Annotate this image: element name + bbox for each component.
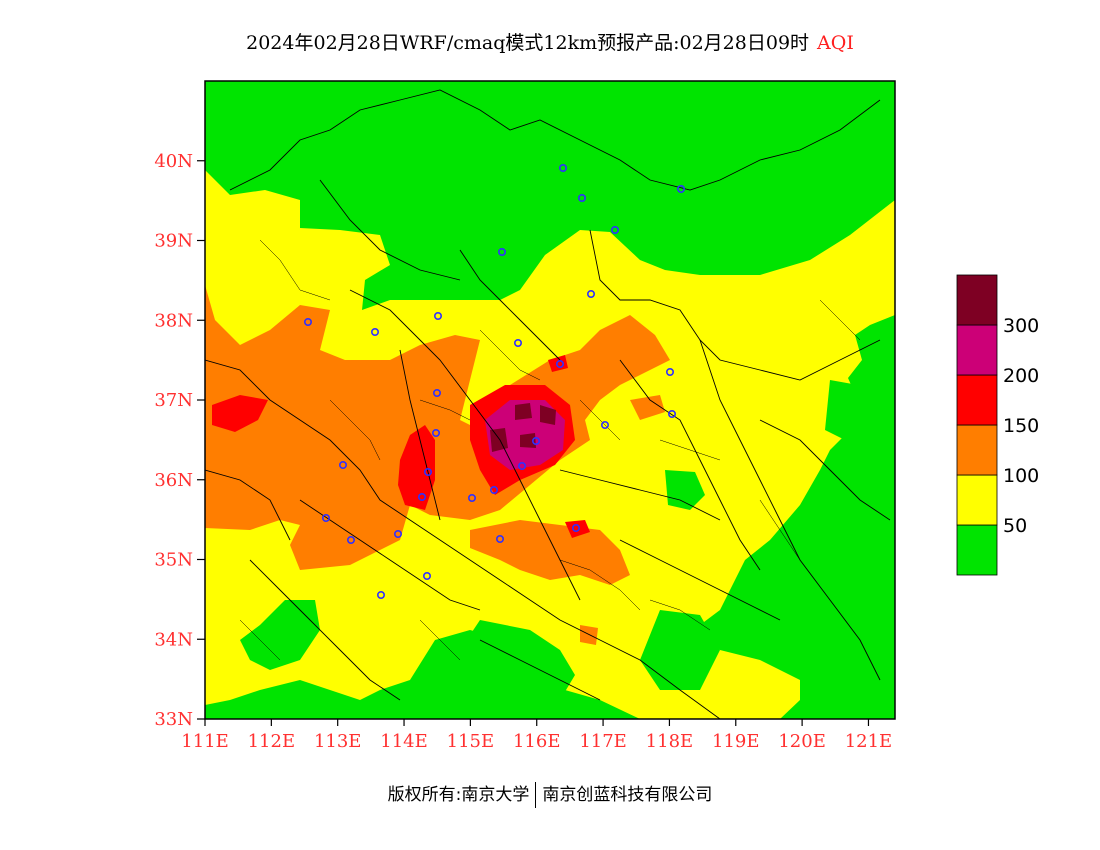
station-marker <box>346 535 355 544</box>
station-markers <box>303 164 685 599</box>
lon-tick-label: 119E <box>712 731 760 752</box>
lon-tick-label: 117E <box>579 731 627 752</box>
field-orange <box>205 285 670 570</box>
field-green-patch <box>665 470 705 510</box>
legend-swatch <box>956 524 998 576</box>
legend-swatch <box>956 424 998 476</box>
field-orange <box>470 520 630 585</box>
lon-tick-label: 112E <box>248 731 296 752</box>
lon-tick-label: 118E <box>646 731 694 752</box>
station-marker <box>431 428 440 437</box>
field-red <box>212 395 268 432</box>
station-marker <box>555 359 564 368</box>
field-green-patch <box>455 620 575 719</box>
station-marker <box>571 523 580 532</box>
county-boundaries <box>239 239 861 661</box>
lat-tick-label: 39N <box>154 231 193 252</box>
station-marker <box>665 367 674 376</box>
station-marker <box>423 467 432 476</box>
aqi-field <box>205 81 895 719</box>
field-maroon <box>520 433 536 448</box>
title-main: 2024年02月28日WRF/cmaq模式12km预报产品:02月28日09时 <box>246 32 810 54</box>
station-marker <box>558 164 567 173</box>
station-marker <box>370 327 379 336</box>
station-marker <box>417 492 426 501</box>
station-marker <box>321 513 330 522</box>
admin-boundaries <box>205 89 891 719</box>
field-red <box>398 425 435 510</box>
field-maroon <box>540 405 556 425</box>
footer-right: 南京创蓝科技有限公司 <box>542 785 713 805</box>
lon-tick-label: 115E <box>447 731 495 752</box>
lat-axis: 33N 34N 35N 36N 37N 38N 39N 40N <box>154 151 205 730</box>
legend-label: 300 <box>1003 315 1039 337</box>
lat-tick-label: 40N <box>154 151 193 172</box>
legend-label: 200 <box>1003 365 1039 387</box>
station-marker <box>489 485 498 494</box>
legend-swatch <box>956 474 998 526</box>
field-green-patch <box>640 610 720 690</box>
lon-axis: 111E 112E 113E 114E 115E 116E 117E 118E 119E 120E… <box>181 719 892 752</box>
lat-tick-label: 36N <box>154 470 193 491</box>
station-marker <box>422 571 431 580</box>
station-marker <box>513 338 522 347</box>
station-marker <box>376 590 385 599</box>
field-maroon <box>515 403 532 420</box>
station-marker <box>393 529 402 538</box>
lon-tick-label: 121E <box>845 731 893 752</box>
footer-left: 版权所有:南京大学 <box>387 785 530 805</box>
legend-swatch <box>956 324 998 376</box>
legend-label: 100 <box>1003 465 1039 487</box>
lat-tick-label: 38N <box>154 310 193 331</box>
title-variable: AQI <box>817 32 854 54</box>
field-green-patch <box>825 380 862 440</box>
station-marker <box>667 409 676 418</box>
lon-tick-label: 111E <box>181 731 229 752</box>
station-marker <box>497 248 506 257</box>
station-marker <box>432 388 441 397</box>
legend-swatch <box>956 274 998 326</box>
field-red <box>548 355 568 372</box>
station-marker <box>600 420 609 429</box>
lat-tick-label: 35N <box>154 550 193 571</box>
lat-tick-label: 33N <box>154 709 193 730</box>
station-marker <box>610 226 619 235</box>
station-marker <box>676 185 685 194</box>
map-title: 2024年02月28日WRF/cmaq模式12km预报产品:02月28日09时 A… <box>0 28 1100 55</box>
field-maroon <box>490 428 508 452</box>
lon-tick-label: 120E <box>778 731 826 752</box>
field-orange <box>630 395 665 420</box>
station-marker <box>531 436 540 445</box>
station-marker <box>586 289 595 298</box>
station-marker <box>303 317 312 326</box>
station-marker <box>577 194 586 203</box>
lat-tick-label: 37N <box>154 390 193 411</box>
lon-tick-label: 116E <box>513 731 561 752</box>
station-marker <box>433 311 442 320</box>
station-marker <box>338 460 347 469</box>
legend-swatch <box>956 374 998 426</box>
footer-separator <box>535 782 537 808</box>
aqi-legend: 50 100 150 200 300 <box>956 274 1039 576</box>
lon-tick-label: 114E <box>380 731 428 752</box>
field-green-patch <box>240 600 320 670</box>
legend-label: 150 <box>1003 415 1039 437</box>
lon-tick-label: 113E <box>314 731 362 752</box>
station-marker <box>467 493 476 502</box>
field-red <box>565 520 590 538</box>
legend-label: 50 <box>1003 515 1027 537</box>
station-marker <box>495 534 504 543</box>
station-marker <box>517 461 526 470</box>
lat-tick-label: 34N <box>154 629 193 650</box>
copyright-footer: 版权所有:南京大学 南京创蓝科技有限公司 <box>0 780 1100 808</box>
